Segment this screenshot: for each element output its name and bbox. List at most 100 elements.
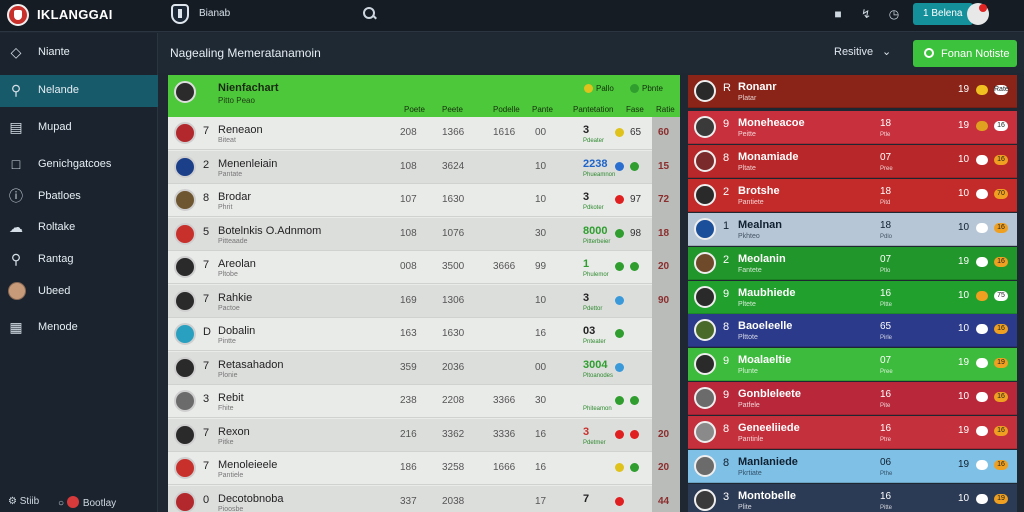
rank-cell: 1: [723, 219, 730, 232]
primary-action-button[interactable]: Fonan Notiste: [913, 40, 1017, 67]
table-row[interactable]: 9 Moalaeltie Plunte 07 Pree 19 19: [688, 348, 1017, 382]
status-pill: 16: [994, 324, 1008, 335]
status-pill-icon: [976, 358, 988, 369]
grid-icon: ▦: [9, 319, 23, 335]
table-row[interactable]: 2 Menenleiain Pantate 108 3624 10 2238 Phueamno…: [168, 150, 652, 184]
circle-icon: ○: [58, 498, 65, 509]
column-header[interactable]: Pante: [532, 105, 553, 114]
info-icon: ⓘ: [9, 188, 23, 204]
table-row[interactable]: 9 Moneheacoe Peitte 18 Ptle 19 16: [688, 111, 1017, 144]
sidebar-item-genichgatcoes[interactable]: □ Genichgatcoes: [0, 149, 158, 181]
sidebar-item-niante[interactable]: ◇ Niante: [0, 37, 158, 69]
table-row[interactable]: 1 Mealnan Pkhteo 18 Pdlo 10 16: [688, 212, 1017, 246]
table-row[interactable]: R Ronanr Platar 19 Rate: [688, 75, 1017, 108]
sub-cell: Biteat: [218, 137, 236, 144]
value-cell: 10: [958, 289, 970, 301]
column-header[interactable]: Peete: [442, 105, 463, 114]
shield-icon[interactable]: [171, 4, 189, 24]
sub-cell: Phrit: [218, 204, 233, 211]
status-dot-icon: [615, 161, 624, 171]
sidebar-item-label: Menode: [38, 321, 78, 333]
clock-icon[interactable]: ◷: [888, 7, 900, 21]
table-row[interactable]: 7 Menoleieele Pantiele 186 3258 1666 16: [168, 452, 652, 485]
value-sub: Ptlo: [880, 267, 891, 274]
name-cell: Montobelle: [738, 489, 797, 502]
table-row[interactable]: 7 Reneaon Biteat 208 1366 1616 00 3 Pdeater 65: [168, 117, 652, 150]
sidebar-item-mupad[interactable]: ▤ Mupad: [0, 112, 158, 144]
value-cell: 2038: [442, 495, 465, 507]
table-row[interactable]: 8 Monamiade Pltate 07 Pree 10 16: [688, 144, 1017, 178]
value-cell: 3336: [493, 428, 516, 440]
table-row[interactable]: 3 Montobelle Plite 16 Pitte 10 19: [688, 483, 1017, 512]
table-row[interactable]: D Dobalin Pintte 163 1630 16 03 Pnteater: [168, 318, 652, 351]
value-cell: 3624: [442, 160, 465, 172]
value-cell: 216: [400, 428, 417, 440]
avatar: [174, 222, 196, 245]
rank-cell: 7: [203, 426, 210, 439]
app-logo-icon[interactable]: [7, 4, 29, 26]
name-cell: Meolanin: [738, 252, 786, 265]
sidebar-item-rantag[interactable]: ⚲ Rantag: [0, 244, 158, 276]
user-icon[interactable]: ■: [834, 7, 842, 21]
value-sub: Pree: [880, 165, 893, 172]
table-row[interactable]: 7 Rexon Pitke 216 3362 3336 16 3 Pdetmer: [168, 418, 652, 452]
sub-cell: Pkrtiate: [738, 470, 762, 477]
value-cell: 98: [630, 227, 642, 239]
table-row[interactable]: 5 Botelnkis O.Adnmom Pitteaade 108 1076 30 800…: [168, 217, 652, 251]
search-icon[interactable]: [363, 7, 376, 20]
table-row[interactable]: 7 Rahkie Pactoe 169 1306 10 3 Pdettor: [168, 284, 652, 318]
filter-dropdown-label[interactable]: Resitive: [834, 46, 874, 58]
column-header[interactable]: Ratie: [656, 105, 675, 114]
table-row[interactable]: 3 Rebit Fhite 238 2208 3366 30 Phiteamon: [168, 385, 652, 418]
column-header[interactable]: Fase: [626, 105, 644, 114]
table-row[interactable]: 0 Decotobnoba Pioosbe 337 2038 17 7: [168, 485, 652, 512]
top-action-button[interactable]: 1 Belena: [913, 3, 973, 25]
column-header[interactable]: Poete: [404, 105, 425, 114]
table-row[interactable]: 8 Geneeliiede Pantinle 16 Ptre 19 16: [688, 416, 1017, 450]
sub-cell: Pantinle: [738, 436, 764, 444]
table-row[interactable]: 2 Brotshe Pantiete 18 Pitd 10 70: [688, 178, 1017, 212]
status-pill-icon: [976, 290, 988, 301]
sidebar-item-nelande[interactable]: ⚲ Nelande: [0, 75, 158, 107]
column-header[interactable]: Pantetation: [573, 105, 614, 114]
table-row[interactable]: 7 Areolan Pltobe 008 3500 3666 99 1 Phulemor: [168, 251, 652, 284]
avatar: [174, 289, 196, 312]
table-row[interactable]: 2 Meolanin Fantete 07 Ptlo 19 16: [688, 246, 1017, 280]
chevron-down-icon[interactable]: ⌄: [882, 46, 892, 58]
table-row[interactable]: 8 Brodar Phrit 107 1630 10 3 Pdkoter 97: [168, 184, 652, 217]
value-cell: 16: [535, 428, 547, 440]
sidebar-item-roltake[interactable]: ☁ Roltake: [0, 212, 158, 244]
value-cell: 06: [880, 457, 892, 468]
status-dot-icon: [630, 396, 639, 405]
table-row[interactable]: 9 Maubhiede Pltete 16 Pltte 10 75: [688, 280, 1017, 314]
value-cell: 1666: [493, 462, 516, 473]
top-section-label: Bianab: [199, 8, 231, 19]
page-title: Nagealing Memeratanamoin: [170, 46, 321, 60]
footer-bootlay[interactable]: ○ Bootlay: [58, 496, 116, 509]
avatar: [174, 256, 196, 278]
value-cell: 359: [400, 361, 417, 373]
pin-icon[interactable]: ↯: [860, 7, 872, 21]
table-row[interactable]: 8 Manlaniede Pkrtiate 06 Pthe 19 16: [688, 450, 1017, 483]
value-cell: 65: [880, 321, 892, 333]
sidebar-item-ubeed[interactable]: Ubeed: [0, 276, 158, 308]
name-cell: Menoleieele: [218, 459, 278, 471]
rank-cell: D: [203, 326, 211, 338]
sidebar-item-pbatloes[interactable]: ⓘ Pbatloes: [0, 181, 158, 213]
table-row[interactable]: 7 Retasahadon Plonie 359 2036 00 3004 Pltoanode…: [168, 351, 652, 385]
column-header[interactable]: Podelle: [493, 105, 520, 114]
footer-status[interactable]: ⚙ Stiib: [8, 496, 39, 507]
sub-cell: Platar: [738, 95, 757, 102]
profile-avatar[interactable]: [967, 3, 989, 25]
name-cell: Areolan: [218, 258, 256, 270]
highlight-sub: Pdettor: [583, 305, 603, 312]
value-cell: 10: [535, 160, 547, 172]
table-row[interactable]: 9 Gonbleleete Patfele 16 Pite 10 16: [688, 382, 1017, 416]
value-cell: 3362: [442, 428, 465, 440]
sidebar-item-label: Roltake: [38, 221, 76, 233]
table-row[interactable]: 8 Baoeleelle Plttote 65 Pirle 10 16: [688, 314, 1017, 348]
rank-cell: 0: [203, 493, 210, 506]
sidebar-item-menode[interactable]: ▦ Menode: [0, 312, 158, 344]
highlight-value: 7: [583, 492, 590, 505]
status-pill: 16: [994, 426, 1008, 437]
